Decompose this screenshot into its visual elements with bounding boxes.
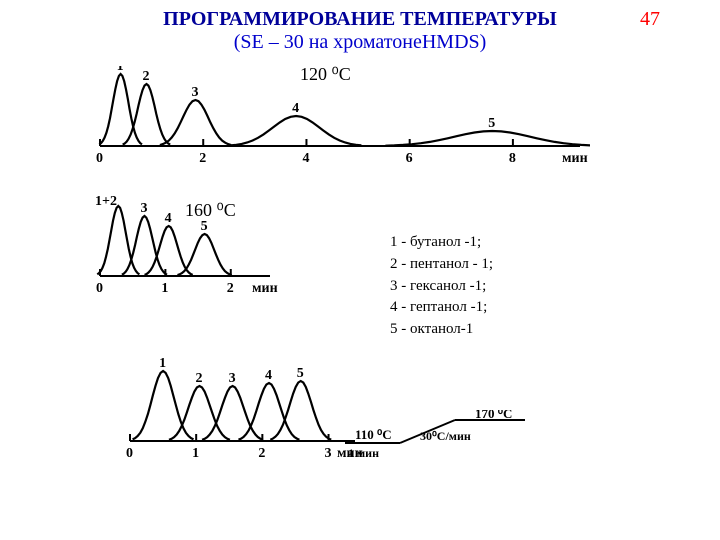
svg-text:2: 2 — [227, 281, 234, 296]
svg-text:3: 3 — [140, 201, 147, 216]
svg-text:3: 3 — [325, 446, 332, 461]
svg-text:5: 5 — [201, 219, 208, 234]
page-number: 47 — [640, 8, 660, 31]
chart2-merged-label: 1+2 — [95, 194, 117, 210]
svg-text:2: 2 — [199, 151, 206, 166]
svg-text:4: 4 — [292, 101, 299, 116]
title-sub: (SE – 30 на хроматонеHMDS) — [0, 31, 720, 54]
legend-5: 5 - октанол-1 — [390, 319, 493, 341]
chart-area: 0 2 4 6 8 мин 1 2 3 4 5 120 ⁰C 0 1 2 мин 3 4 5 160 ⁰C 1+… — [90, 66, 650, 536]
svg-text:1: 1 — [117, 66, 124, 74]
chart1-temp: 120 ⁰C — [300, 64, 351, 85]
svg-text:4: 4 — [302, 151, 309, 166]
chart3-svg: 0123мин12345 — [120, 356, 370, 476]
svg-text:2: 2 — [258, 446, 265, 461]
svg-text:3: 3 — [191, 85, 198, 100]
chart2-temp: 160 ⁰C — [185, 200, 236, 221]
svg-text:4: 4 — [165, 211, 172, 226]
svg-text:2: 2 — [195, 371, 202, 386]
temperature-program: 110 ⁰C 170 ⁰C 1 мин 30⁰C/мин — [340, 410, 540, 465]
svg-text:мин: мин — [252, 281, 278, 296]
svg-text:8: 8 — [509, 151, 516, 166]
program-svg: 110 ⁰C 170 ⁰C 1 мин 30⁰C/мин — [340, 410, 540, 465]
svg-text:5: 5 — [488, 116, 495, 131]
prog-hold: 1 мин — [348, 446, 379, 460]
title-main: ПРОГРАММИРОВАНИЕ ТЕМПЕРАТУРЫ — [0, 8, 720, 31]
chart2-container: 0 1 2 мин 3 4 5 160 ⁰C 1+2 — [90, 196, 290, 311]
svg-text:1: 1 — [159, 356, 166, 371]
prog-rate: 30⁰C/мин — [420, 429, 471, 443]
chart1-container: 0 2 4 6 8 мин 1 2 3 4 5 120 ⁰C — [90, 66, 590, 181]
legend-4: 4 - гептанол -1; — [390, 297, 493, 319]
svg-text:мин: мин — [562, 151, 588, 166]
prog-start: 110 ⁰C — [355, 427, 392, 442]
svg-text:2: 2 — [142, 69, 149, 84]
svg-text:0: 0 — [96, 281, 103, 296]
svg-text:0: 0 — [126, 446, 133, 461]
svg-text:0: 0 — [96, 151, 103, 166]
legend: 1 - бутанол -1; 2 - пентанол - 1; 3 - ге… — [390, 232, 493, 341]
svg-text:5: 5 — [297, 366, 304, 381]
svg-text:6: 6 — [406, 151, 413, 166]
legend-2: 2 - пентанол - 1; — [390, 254, 493, 276]
legend-3: 3 - гексанол -1; — [390, 276, 493, 298]
svg-text:1: 1 — [192, 446, 199, 461]
svg-text:4: 4 — [265, 368, 272, 383]
svg-text:1: 1 — [161, 281, 168, 296]
svg-text:3: 3 — [229, 371, 236, 386]
legend-1: 1 - бутанол -1; — [390, 232, 493, 254]
prog-end: 170 ⁰C — [475, 410, 512, 421]
chart3-container: 0123мин12345 — [120, 356, 370, 481]
